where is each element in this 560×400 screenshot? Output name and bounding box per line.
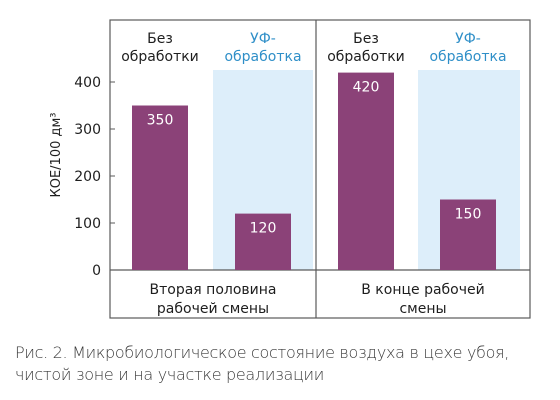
bar-value-label: 350 bbox=[147, 113, 174, 129]
figure-caption: Рис. 2. Микробиологическое состояние воз… bbox=[15, 342, 555, 386]
y-tick-label: 0 bbox=[92, 263, 101, 279]
uv-background-layer bbox=[213, 70, 520, 270]
y-axis-label: КОЕ/100 дм³ bbox=[49, 112, 64, 197]
bar bbox=[338, 72, 394, 270]
group-label: В конце рабочей bbox=[361, 282, 484, 298]
bar-category-label: обработки bbox=[327, 49, 405, 65]
bar bbox=[132, 105, 188, 270]
bar-category-label: Без bbox=[147, 31, 173, 47]
bar-category-label: обработка bbox=[429, 49, 506, 65]
bar-value-label: 420 bbox=[353, 80, 380, 96]
bars-layer bbox=[132, 72, 496, 270]
bar-value-label: 150 bbox=[455, 207, 482, 223]
bar bbox=[440, 199, 496, 270]
bar-category-label: УФ- bbox=[455, 31, 481, 47]
group-label: смены bbox=[399, 301, 446, 317]
group-label: Вторая половина bbox=[150, 282, 277, 298]
bar bbox=[235, 213, 291, 270]
bar-value-label: 120 bbox=[250, 221, 277, 237]
group-label: рабочей смены bbox=[157, 301, 269, 317]
labels-layer: 0 100 200 300 400 КОЕ/100 дм³ 350 Без обработки 1… bbox=[49, 31, 507, 317]
caption-line: Рис. 2. Микробиологическое состояние воз… bbox=[15, 343, 510, 362]
y-tick-label: 300 bbox=[74, 122, 101, 138]
y-tick-label: 400 bbox=[74, 75, 101, 91]
bar-category-label: обработка bbox=[224, 49, 301, 65]
plot-frame bbox=[109, 19, 531, 319]
chart-figure: 0 100 200 300 400 КОЕ/100 дм³ 350 Без обработки 1… bbox=[49, 19, 531, 319]
bar-category-label: Без bbox=[353, 31, 379, 47]
y-tick-label: 100 bbox=[74, 216, 101, 232]
caption-line: чистой зоне и на участке реализации bbox=[15, 365, 325, 384]
bar-category-label: УФ- bbox=[250, 31, 276, 47]
y-tick-label: 200 bbox=[74, 169, 101, 185]
bar-category-label: обработки bbox=[121, 49, 199, 65]
